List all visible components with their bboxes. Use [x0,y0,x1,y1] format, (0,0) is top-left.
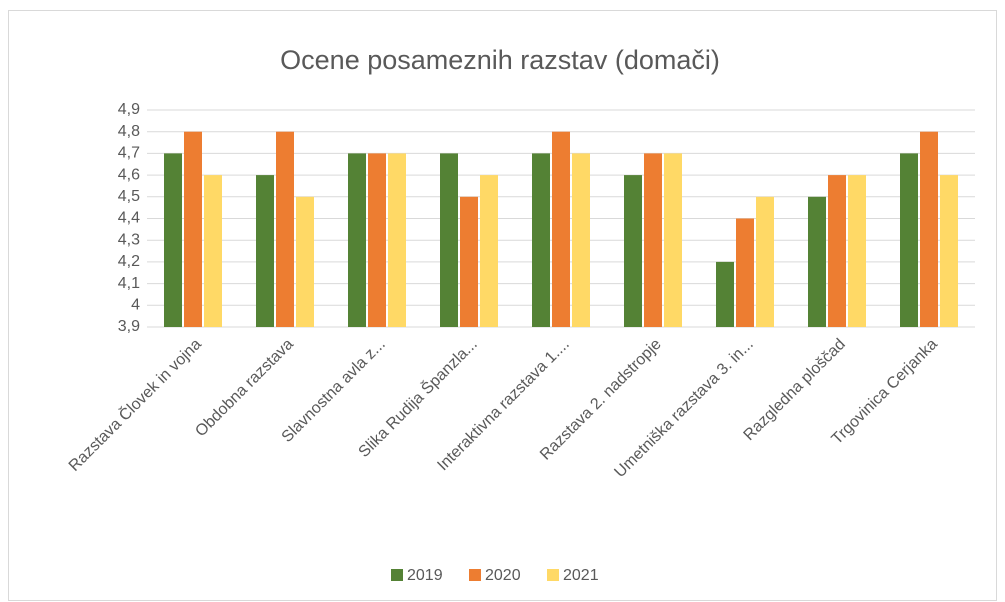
y-tick-label: 4,2 [118,253,140,270]
y-tick-label: 4,6 [118,166,140,183]
bar [532,153,550,327]
legend-label: 2021 [563,567,599,584]
y-tick-label: 4 [131,297,140,314]
bar [296,196,314,327]
chart-title: Ocene posameznih razstav (domači) [280,45,720,75]
bar [848,175,866,327]
bar [920,131,938,327]
bar [348,153,366,327]
bar [940,175,958,327]
bar [256,175,274,327]
bar [276,131,294,327]
bar [828,175,846,327]
bar [624,175,642,327]
bar [900,153,918,327]
legend-swatch [547,569,559,581]
y-tick-label: 3,9 [118,318,140,335]
bar [204,175,222,327]
legend-swatch [391,569,403,581]
y-tick-label: 4,3 [118,231,140,248]
bar [664,153,682,327]
bar [756,196,774,327]
bar [736,218,754,327]
bar [480,175,498,327]
bar [460,196,478,327]
bar [440,153,458,327]
bar [368,153,386,327]
bar [388,153,406,327]
bar [184,131,202,327]
bar [716,261,734,327]
bar [808,196,826,327]
bar [552,131,570,327]
y-tick-label: 4,1 [118,275,140,292]
y-tick-label: 4,4 [118,210,140,227]
bar [164,153,182,327]
legend-swatch [469,569,481,581]
y-tick-label: 4,8 [118,123,140,140]
legend-label: 2020 [485,567,521,584]
y-tick-label: 4,5 [118,188,140,205]
y-tick-label: 4,7 [118,145,140,162]
y-tick-label: 4,9 [118,101,140,118]
bar [572,153,590,327]
legend-label: 2019 [407,567,443,584]
bar [644,153,662,327]
